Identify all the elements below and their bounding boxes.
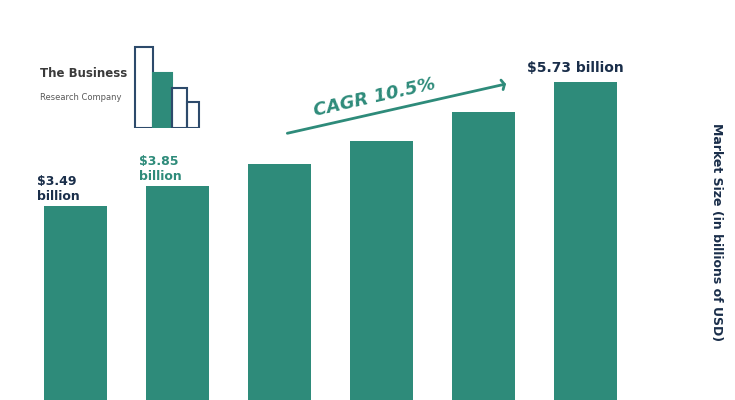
Bar (452, 112, 514, 400)
Text: $5.73 billion: $5.73 billion (526, 61, 623, 75)
Bar (350, 140, 413, 400)
Bar (553, 82, 617, 400)
Text: $3.49
billion: $3.49 billion (37, 175, 80, 203)
Text: Research Company: Research Company (40, 93, 122, 102)
Text: CAGR 10.5%: CAGR 10.5% (312, 74, 437, 120)
Bar (146, 186, 209, 400)
Bar (248, 164, 311, 400)
Bar (44, 206, 107, 400)
Text: Market Size (in billions of USD): Market Size (in billions of USD) (710, 123, 723, 341)
Text: The Business: The Business (40, 67, 128, 80)
Text: $3.85
billion: $3.85 billion (139, 155, 182, 183)
Polygon shape (153, 73, 171, 128)
